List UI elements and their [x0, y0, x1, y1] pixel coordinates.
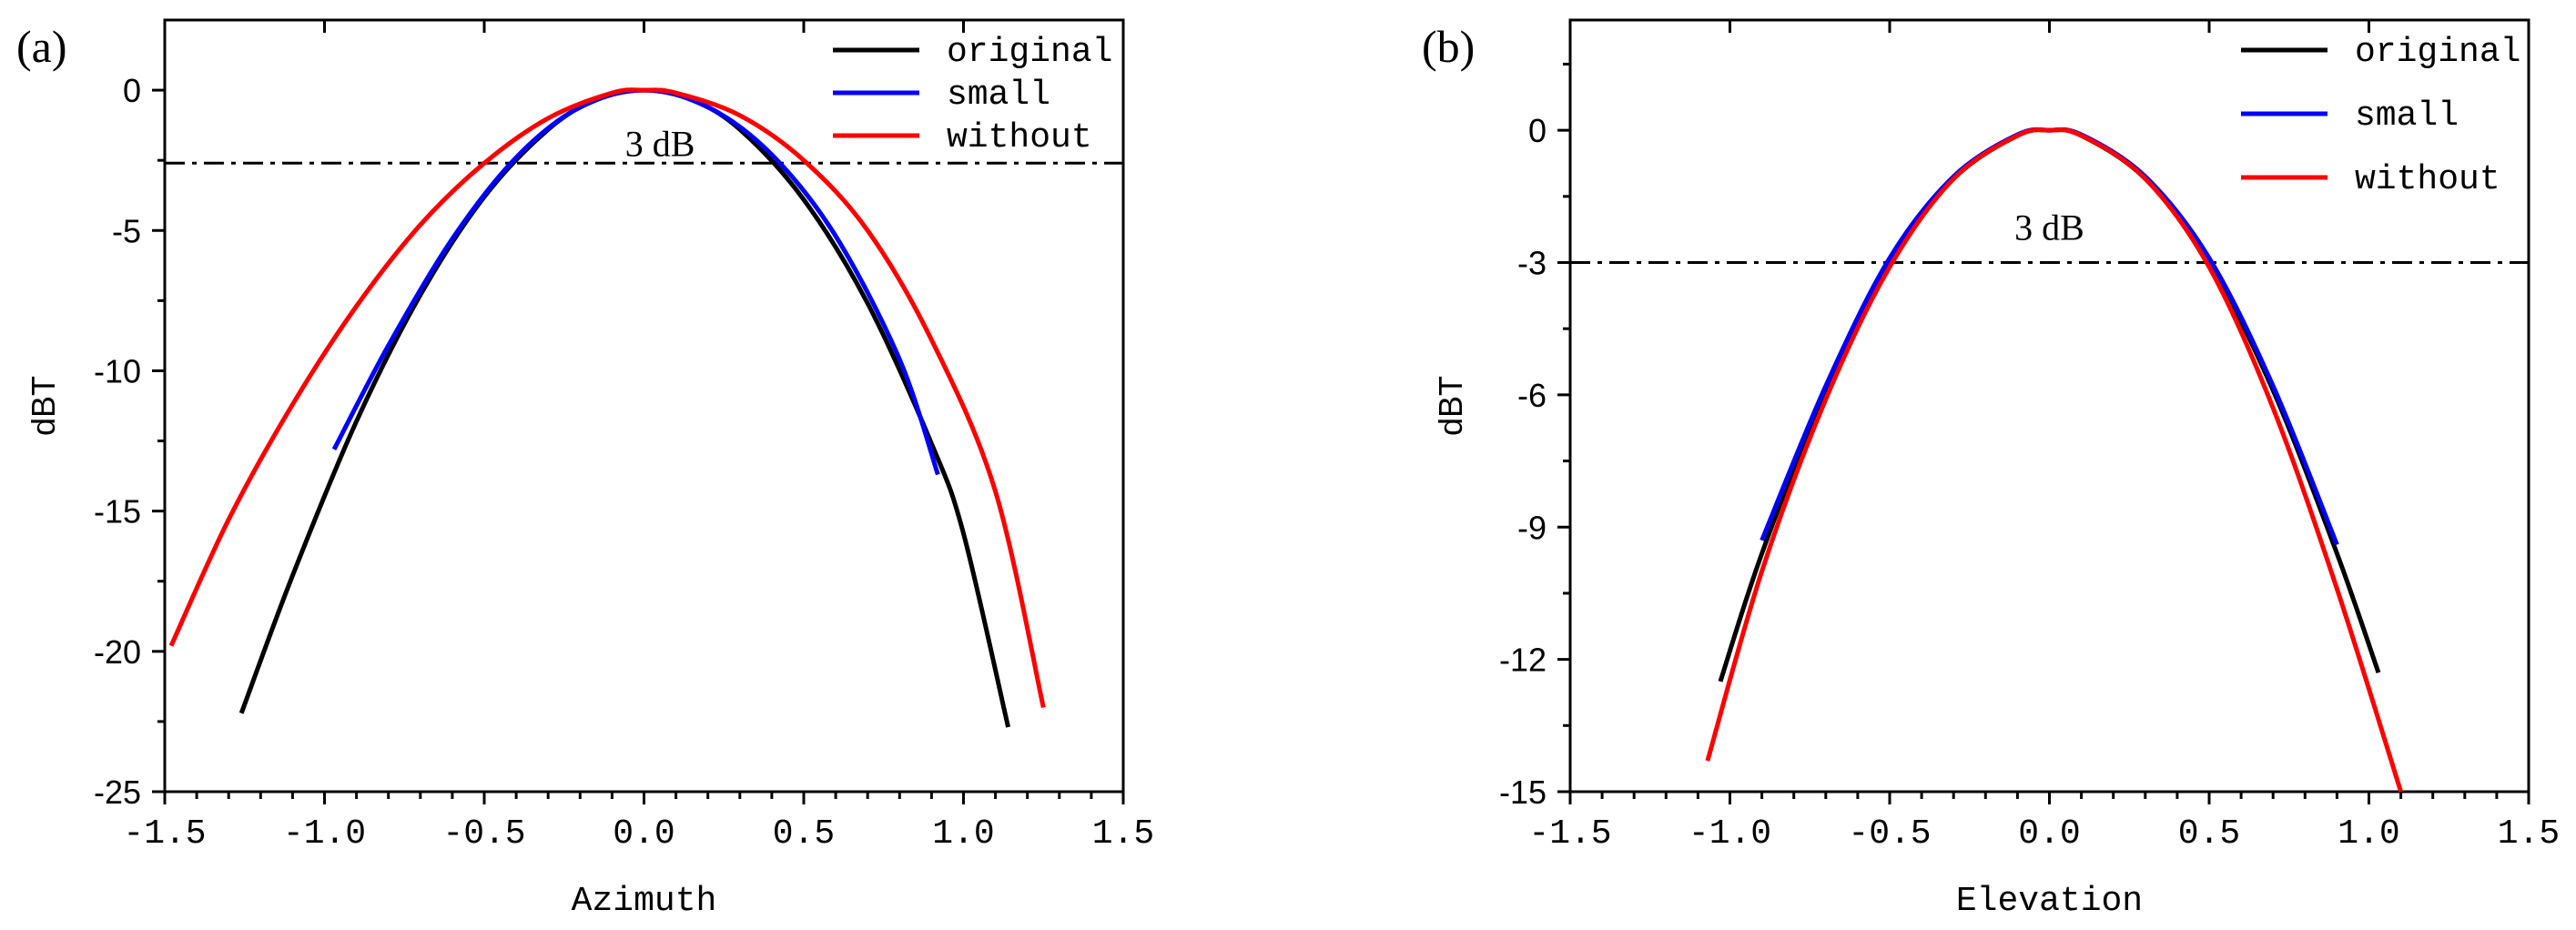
- x-tick-label: 1.5: [1092, 814, 1154, 854]
- legend-label-original: original: [2355, 33, 2520, 72]
- series-line-without: [1705, 127, 2403, 793]
- panel-label: (a): [16, 21, 67, 72]
- x-tick-label: 1.5: [2498, 814, 2560, 854]
- series-line-without: [168, 87, 1046, 709]
- y-axis-label: dBT: [25, 376, 62, 436]
- x-axis-label: Azimuth: [572, 882, 717, 921]
- y-tick-label: -5: [112, 212, 141, 249]
- panel-b: (b) -1.5 -1.0 -0.5 0.0 0.5 1.0 1.5 0 -3 -6 -9 -12 -15…: [1422, 18, 2560, 921]
- x-axis-label: Elevation: [1956, 882, 2143, 921]
- x-tick-label: -1.5: [123, 814, 206, 854]
- y-tick-label: 0: [1528, 112, 1547, 149]
- y-tick-label: -15: [94, 493, 141, 531]
- x-tick-label: -1.0: [1689, 814, 1771, 854]
- legend-label-original: original: [947, 33, 1112, 72]
- legend-label-without: without: [947, 118, 1092, 157]
- reference-line-label: 3 dB: [2014, 207, 2084, 248]
- x-tick-label: 0.5: [773, 814, 835, 854]
- x-tick-label: 1.0: [932, 814, 994, 854]
- x-tick-label: 0.5: [2178, 814, 2240, 854]
- series-line-small: [1760, 126, 2339, 546]
- panel-label: (b): [1422, 21, 1475, 72]
- y-tick-label: -20: [94, 633, 141, 671]
- legend-label-without: without: [2355, 160, 2500, 199]
- plot-frame: [1568, 18, 2530, 794]
- x-tick-label: 0.0: [613, 814, 674, 854]
- y-tick-label: -10: [94, 352, 141, 389]
- x-tick-label: -0.5: [1848, 814, 1931, 854]
- x-tick-label: -1.5: [1528, 814, 1611, 854]
- y-tick-label: 0: [123, 72, 141, 109]
- y-tick-label: -15: [1499, 773, 1547, 811]
- y-tick-label: -12: [1499, 642, 1547, 679]
- panel-a: (a) -1.5 -1.0 -0.5 0.0 0.5 1.0 1.5 0 -5 -10 -15 -20 -…: [16, 18, 1154, 921]
- legend-label-small: small: [947, 76, 1050, 115]
- legend-label-small: small: [2355, 96, 2459, 136]
- x-tick-label: 1.0: [2338, 814, 2399, 854]
- x-tick-label: -1.0: [283, 814, 366, 854]
- y-tick-label: -9: [1517, 509, 1547, 546]
- y-tick-label: -6: [1517, 377, 1547, 414]
- reference-line-label: 3 dB: [625, 124, 695, 165]
- y-tick-label: -25: [94, 773, 141, 811]
- x-tick-label: -0.5: [442, 814, 525, 854]
- y-tick-label: -3: [1517, 245, 1547, 282]
- x-tick-label: 0.0: [2018, 814, 2080, 854]
- y-axis-label: dBT: [1432, 376, 1469, 436]
